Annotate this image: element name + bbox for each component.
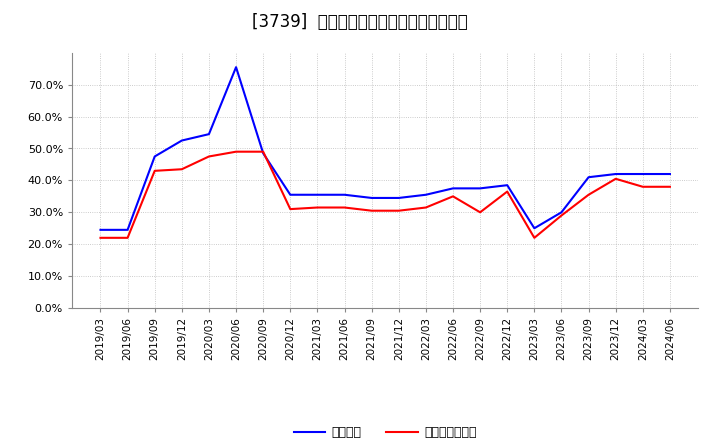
Line: 固定長期適合率: 固定長期適合率 [101, 152, 670, 238]
固定比率 [150, 154, 159, 159]
固定長期適合率 [584, 192, 593, 198]
固定比率 [476, 186, 485, 191]
Legend: 固定比率, 固定長期適合率: 固定比率, 固定長期適合率 [289, 422, 482, 440]
固定長期適合率 [557, 213, 566, 218]
固定長期適合率 [150, 168, 159, 173]
固定長期適合率 [639, 184, 647, 189]
固定比率 [123, 227, 132, 232]
固定比率 [232, 65, 240, 70]
固定比率 [313, 192, 322, 198]
固定比率 [611, 171, 620, 176]
固定長期適合率 [341, 205, 349, 210]
固定比率 [584, 175, 593, 180]
固定長期適合率 [96, 235, 105, 240]
Text: [3739]  固定比率、固定長期適合率の推移: [3739] 固定比率、固定長期適合率の推移 [252, 13, 468, 31]
固定長期適合率 [530, 235, 539, 240]
固定比率 [449, 186, 457, 191]
固定長期適合率 [395, 208, 403, 213]
固定長期適合率 [178, 167, 186, 172]
固定比率 [204, 132, 213, 137]
固定長期適合率 [259, 149, 268, 154]
固定長期適合率 [421, 205, 430, 210]
固定比率 [178, 138, 186, 143]
固定比率 [503, 183, 511, 188]
固定長期適合率 [367, 208, 376, 213]
固定比率 [665, 171, 674, 176]
固定比率 [259, 150, 268, 156]
固定比率 [96, 227, 105, 232]
固定比率 [286, 192, 294, 198]
固定比率 [639, 171, 647, 176]
固定比率 [421, 192, 430, 198]
固定比率 [530, 226, 539, 231]
Line: 固定比率: 固定比率 [101, 67, 670, 230]
固定長期適合率 [503, 189, 511, 194]
固定長期適合率 [232, 149, 240, 154]
固定比率 [341, 192, 349, 198]
固定長期適合率 [204, 154, 213, 159]
固定比率 [557, 209, 566, 215]
固定長期適合率 [123, 235, 132, 240]
固定比率 [367, 195, 376, 201]
固定長期適合率 [611, 176, 620, 181]
固定比率 [395, 195, 403, 201]
固定長期適合率 [665, 184, 674, 189]
固定長期適合率 [313, 205, 322, 210]
固定長期適合率 [449, 194, 457, 199]
固定長期適合率 [286, 206, 294, 212]
固定長期適合率 [476, 209, 485, 215]
